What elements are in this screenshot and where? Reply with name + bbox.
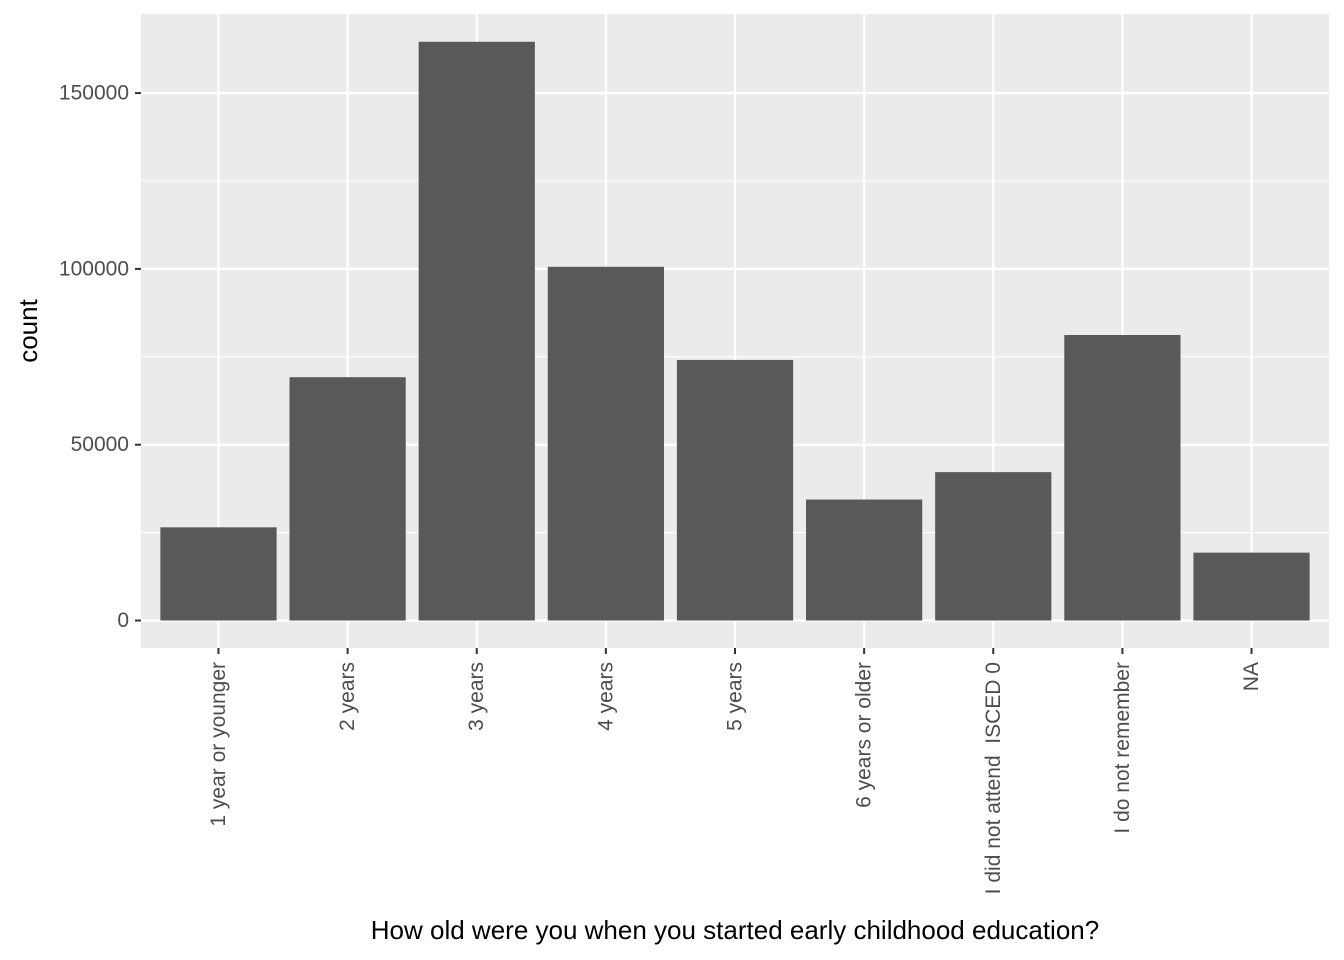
bar [1064,335,1181,621]
bar [289,377,406,621]
x-tick-label: 3 years [465,662,488,731]
y-tick-label: 150000 [59,82,129,105]
bar [676,359,794,621]
x-tick-label: I did not attend ISCED 0 [982,662,1005,894]
bar [418,41,535,621]
x-tick-label: I do not remember [1111,662,1134,834]
x-tick-label: 5 years [724,662,747,731]
y-tick-label: 100000 [59,257,129,280]
bars [160,41,1310,621]
bar [806,499,923,621]
y-axis: 0 50000 100000 150000 [59,82,141,632]
x-axis-title: How old were you when you started early … [371,915,1099,945]
y-tick-label: 50000 [71,433,129,456]
x-tick-label: 1 year or younger [207,662,230,827]
bar [935,472,1052,621]
y-axis-title: count [13,298,43,362]
x-tick-label: NA [1240,662,1263,691]
bar [547,266,664,621]
x-axis: 1 year or younger 2 years 3 years 4 years 5 … [207,648,1263,894]
y-tick-label: 0 [117,609,129,632]
x-tick-label: 4 years [594,662,617,731]
x-tick-label: 6 years or older [853,662,876,808]
bar [1193,552,1310,621]
x-tick-label: 2 years [336,662,359,731]
bar [160,527,277,621]
